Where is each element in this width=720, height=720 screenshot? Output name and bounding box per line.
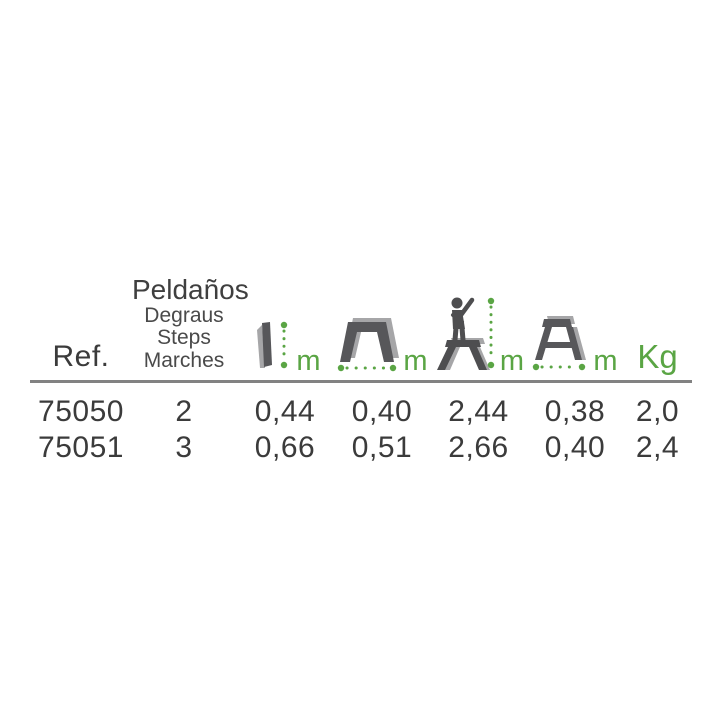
steps-label-pt: Degraus bbox=[144, 303, 224, 327]
steps-label-es: Peldaños bbox=[132, 274, 249, 306]
folded-height-value: 0,44 bbox=[254, 394, 316, 428]
person-on-stepladder-height-icon bbox=[436, 297, 495, 370]
table-header-row: Ref. Peldaños Degraus Steps Marches m bbox=[30, 250, 692, 383]
unit-m-label: m bbox=[403, 345, 428, 377]
steps-value: 2 bbox=[175, 394, 193, 428]
folded-height-column-header: m bbox=[236, 318, 334, 376]
steps-value: 3 bbox=[175, 430, 193, 464]
open-width-value: 0,51 bbox=[351, 430, 413, 464]
ref-column-header: Ref. bbox=[52, 340, 110, 373]
reach-height-value: 2,44 bbox=[448, 394, 509, 428]
weight-value: 2,0 bbox=[635, 394, 680, 428]
open-stepladder-width-icon bbox=[338, 318, 400, 372]
reach-height-value: 2,66 bbox=[448, 430, 509, 464]
unit-m-label: m bbox=[499, 345, 525, 377]
folded-height-value: 0,66 bbox=[254, 430, 316, 464]
weight-value: 2,4 bbox=[635, 430, 680, 464]
open-depth-value: 0,38 bbox=[544, 394, 606, 428]
ref-value: 75051 bbox=[38, 430, 124, 464]
ref-value: 75050 bbox=[38, 394, 124, 428]
stepladder-side-depth-icon bbox=[533, 316, 587, 371]
steps-label-en: Steps bbox=[157, 326, 211, 350]
open-width-value: 0,40 bbox=[351, 394, 413, 428]
open-depth-column-header: m bbox=[527, 314, 623, 376]
weight-column-header: Kg bbox=[637, 337, 678, 375]
open-width-column-header: m bbox=[334, 314, 430, 376]
unit-m-label: m bbox=[593, 345, 618, 377]
unit-m-label: m bbox=[296, 345, 321, 377]
open-depth-value: 0,40 bbox=[544, 430, 606, 464]
spec-table: Ref. Peldaños Degraus Steps Marches m bbox=[30, 250, 692, 465]
folded-ladder-height-icon bbox=[257, 321, 288, 369]
steps-column-header: Peldaños Degraus Steps Marches bbox=[132, 274, 249, 372]
reach-height-column-header: m bbox=[430, 294, 527, 376]
steps-label-fr: Marches bbox=[143, 348, 225, 372]
table-row: 75050 2 0,44 0,40 2,44 0,38 2,0 bbox=[30, 394, 692, 429]
table-row: 75051 3 0,66 0,51 2,66 0,40 2,4 bbox=[30, 430, 692, 465]
